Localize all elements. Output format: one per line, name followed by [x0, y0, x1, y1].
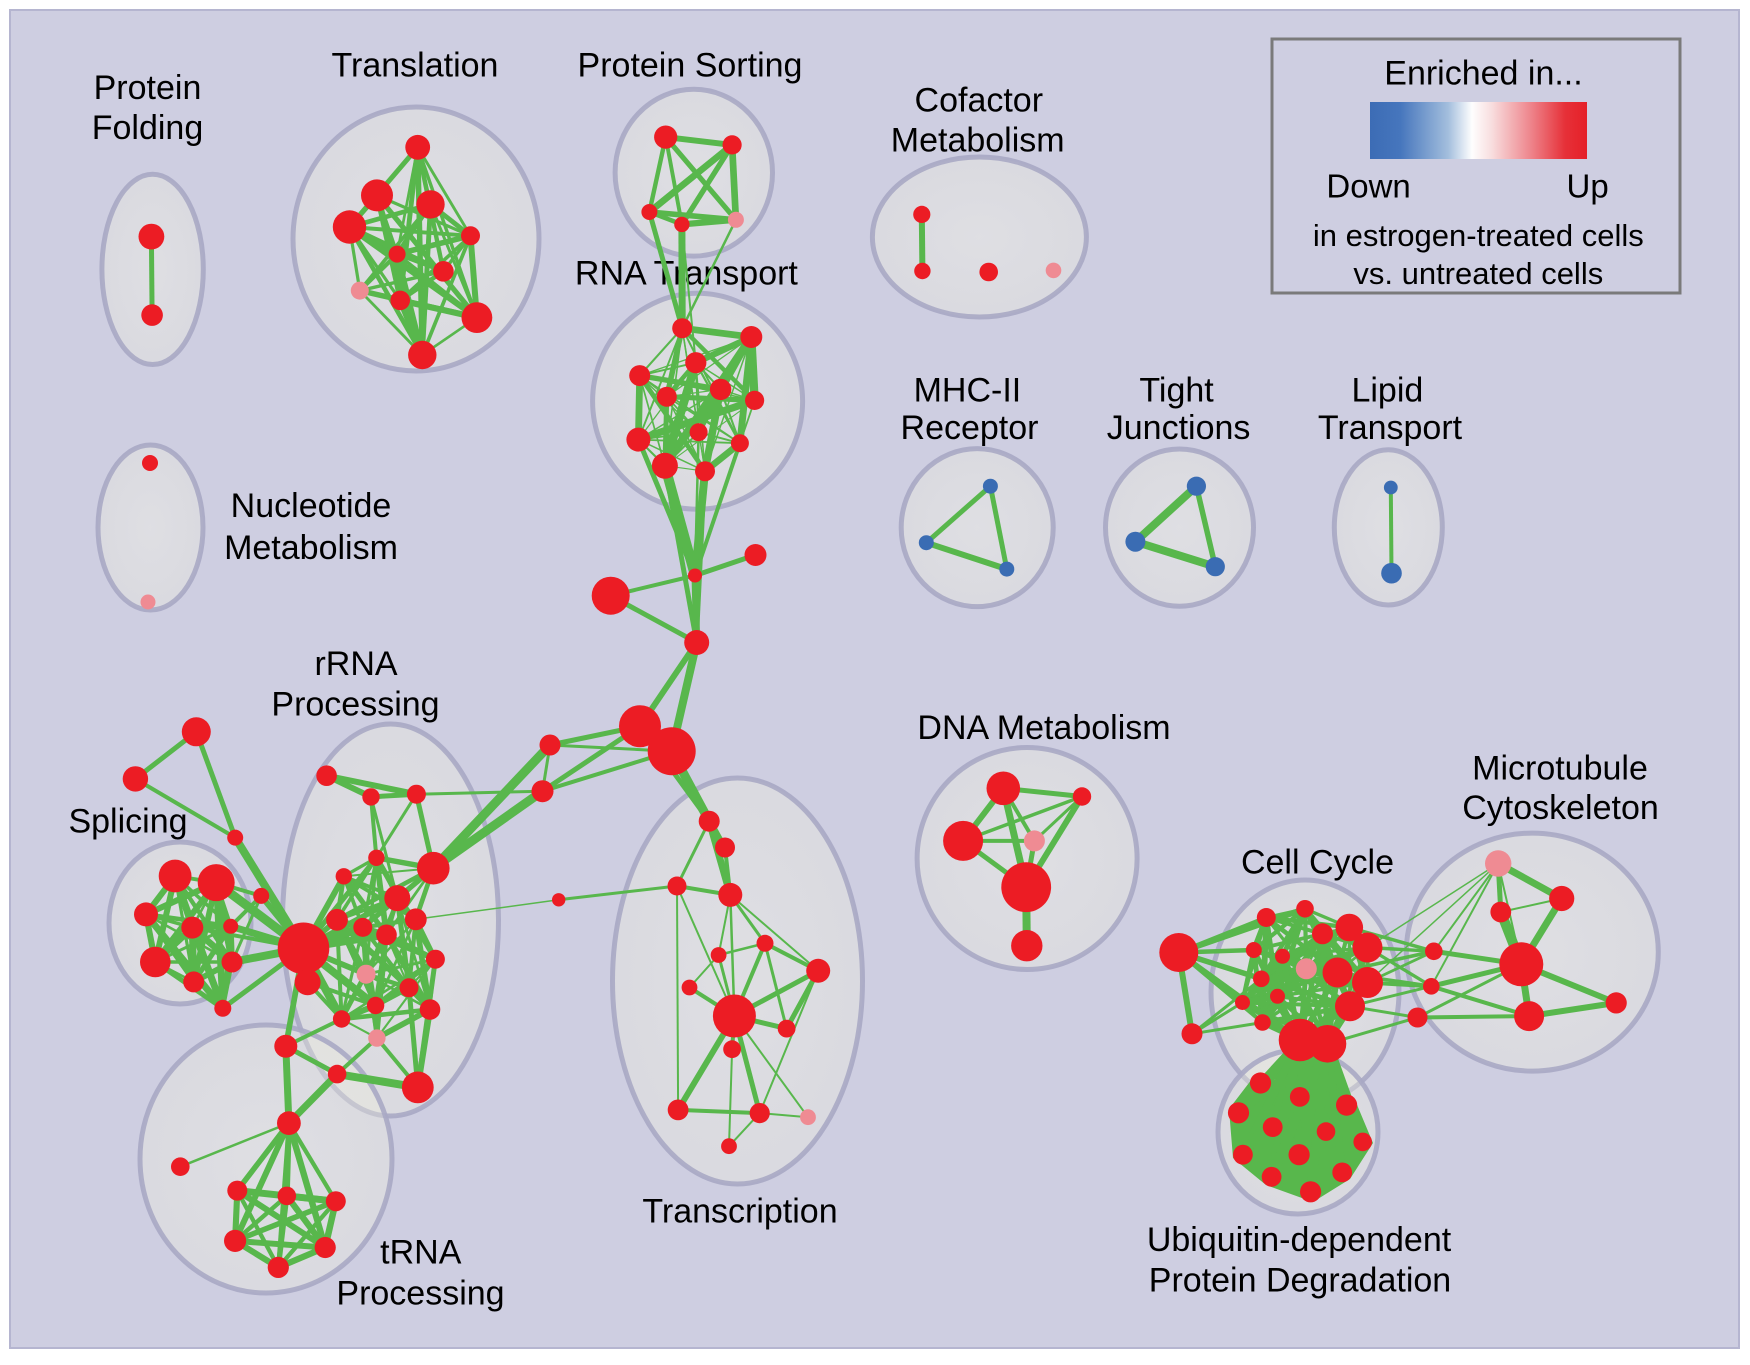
svg-text:Cofactor: Cofactor [915, 81, 1044, 119]
svg-text:Cell Cycle: Cell Cycle [1241, 844, 1394, 882]
svg-text:Metabolism: Metabolism [891, 122, 1065, 160]
svg-text:Ubiquitin-dependent: Ubiquitin-dependent [1147, 1221, 1452, 1259]
svg-text:rRNA: rRNA [314, 645, 397, 683]
svg-text:Processing: Processing [271, 685, 439, 723]
svg-text:MHC-II: MHC-II [914, 371, 1022, 409]
svg-text:Junctions: Junctions [1107, 409, 1251, 447]
svg-text:Translation: Translation [332, 47, 499, 85]
svg-text:Cytoskeleton: Cytoskeleton [1462, 789, 1659, 827]
svg-text:Down: Down [1326, 167, 1410, 204]
svg-text:Transcription: Transcription [642, 1192, 837, 1230]
svg-text:Folding: Folding [92, 109, 204, 147]
svg-text:Up: Up [1567, 167, 1609, 204]
svg-text:DNA Metabolism: DNA Metabolism [917, 709, 1170, 747]
svg-text:tRNA: tRNA [380, 1234, 462, 1272]
svg-text:Protein Sorting: Protein Sorting [578, 47, 803, 85]
svg-text:Processing: Processing [336, 1275, 504, 1313]
svg-text:Receptor: Receptor [901, 409, 1039, 447]
svg-text:Transport: Transport [1318, 409, 1463, 447]
svg-text:Protein: Protein [94, 69, 202, 107]
svg-text:Tight: Tight [1139, 371, 1214, 409]
svg-text:Metabolism: Metabolism [224, 529, 398, 567]
svg-text:vs. untreated cells: vs. untreated cells [1353, 256, 1603, 291]
svg-text:Lipid: Lipid [1351, 371, 1423, 409]
svg-text:Splicing: Splicing [68, 803, 187, 841]
svg-text:Protein Degradation: Protein Degradation [1149, 1262, 1451, 1300]
svg-text:in estrogen-treated cells: in estrogen-treated cells [1313, 218, 1644, 253]
svg-text:Microtubule: Microtubule [1472, 749, 1648, 787]
svg-text:Enriched in...: Enriched in... [1384, 55, 1582, 93]
svg-text:Nucleotide: Nucleotide [231, 487, 392, 525]
